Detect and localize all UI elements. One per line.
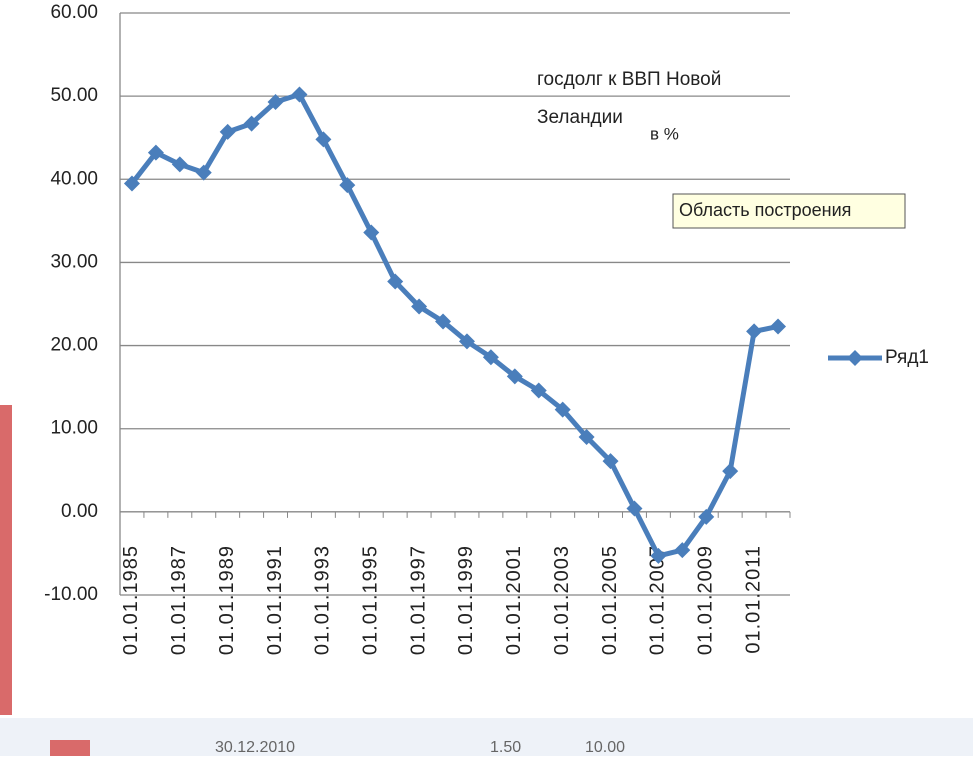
x-tick-label: 01.01.1985: [120, 545, 142, 655]
y-tick-label: 0.00: [61, 501, 98, 522]
point: [219, 123, 236, 140]
x-tick-label: 01.01.2009: [695, 545, 717, 655]
point: [315, 131, 332, 148]
x-tick-label: 01.01.1989: [216, 545, 238, 655]
x-tick-label: 01.01.1987: [168, 545, 190, 655]
fragment: 10.00: [585, 739, 625, 756]
y-tick-label: 50.00: [50, 85, 98, 106]
y-tick-label: 10.00: [50, 418, 98, 439]
point: [578, 429, 595, 446]
x-tick-label: 01.01.2003: [551, 545, 573, 655]
annotation-unit: в %: [650, 124, 679, 143]
point: [147, 144, 164, 161]
x-tick-label: 01.01.1993: [312, 545, 334, 655]
point: [698, 508, 715, 525]
y-tick-label: -10.00: [44, 584, 98, 605]
x-tick-label: 01.01.1999: [455, 545, 477, 655]
x-tick-label: 01.01.2005: [599, 545, 621, 655]
point: [746, 323, 763, 340]
point: [123, 175, 140, 192]
annotation: госдолг к ВВП Новой Зеландии: [537, 69, 721, 128]
y-tick-label: 20.00: [50, 335, 98, 356]
point: [482, 349, 499, 366]
point: [267, 93, 284, 110]
point: [411, 298, 428, 315]
x-tick-label: 01.01.2001: [503, 545, 525, 655]
legend-marker: [847, 350, 863, 366]
series-line: [129, 91, 779, 559]
point: [722, 463, 739, 480]
point: [650, 547, 667, 564]
point: [770, 318, 787, 335]
point: [363, 224, 380, 241]
fragment: 1.50: [490, 739, 521, 756]
side-strip: [0, 405, 12, 715]
y-tick-label: 60.00: [50, 2, 98, 23]
y-tick-label: 40.00: [50, 168, 98, 189]
tooltip: Область построения: [679, 200, 851, 220]
point: [506, 368, 523, 385]
point: [435, 313, 452, 330]
bottom-bar: [0, 718, 973, 756]
legend-label: Ряд1: [885, 347, 929, 368]
x-tick-label: 01.01.1997: [407, 545, 429, 655]
x-tick-label: 01.01.2011: [742, 545, 764, 654]
point: [387, 273, 404, 290]
point: [554, 401, 571, 418]
point: [339, 177, 356, 194]
x-tick-label: 01.01.1995: [360, 545, 382, 655]
point: [291, 86, 308, 103]
point: [243, 115, 260, 132]
point: [195, 164, 212, 181]
point: [626, 500, 643, 517]
x-tick-label: 01.01.2007: [647, 545, 669, 655]
x-tick-label: 01.01.1991: [264, 545, 286, 655]
point: [171, 156, 188, 173]
tooltip-box: [672, 193, 906, 229]
point: [458, 333, 475, 350]
point: [530, 382, 547, 399]
point: [674, 542, 691, 559]
y-tick-label: 30.00: [50, 251, 98, 272]
point: [602, 453, 619, 470]
fragment: 30.12.2010: [215, 739, 295, 756]
bottom-strip: [50, 740, 90, 756]
